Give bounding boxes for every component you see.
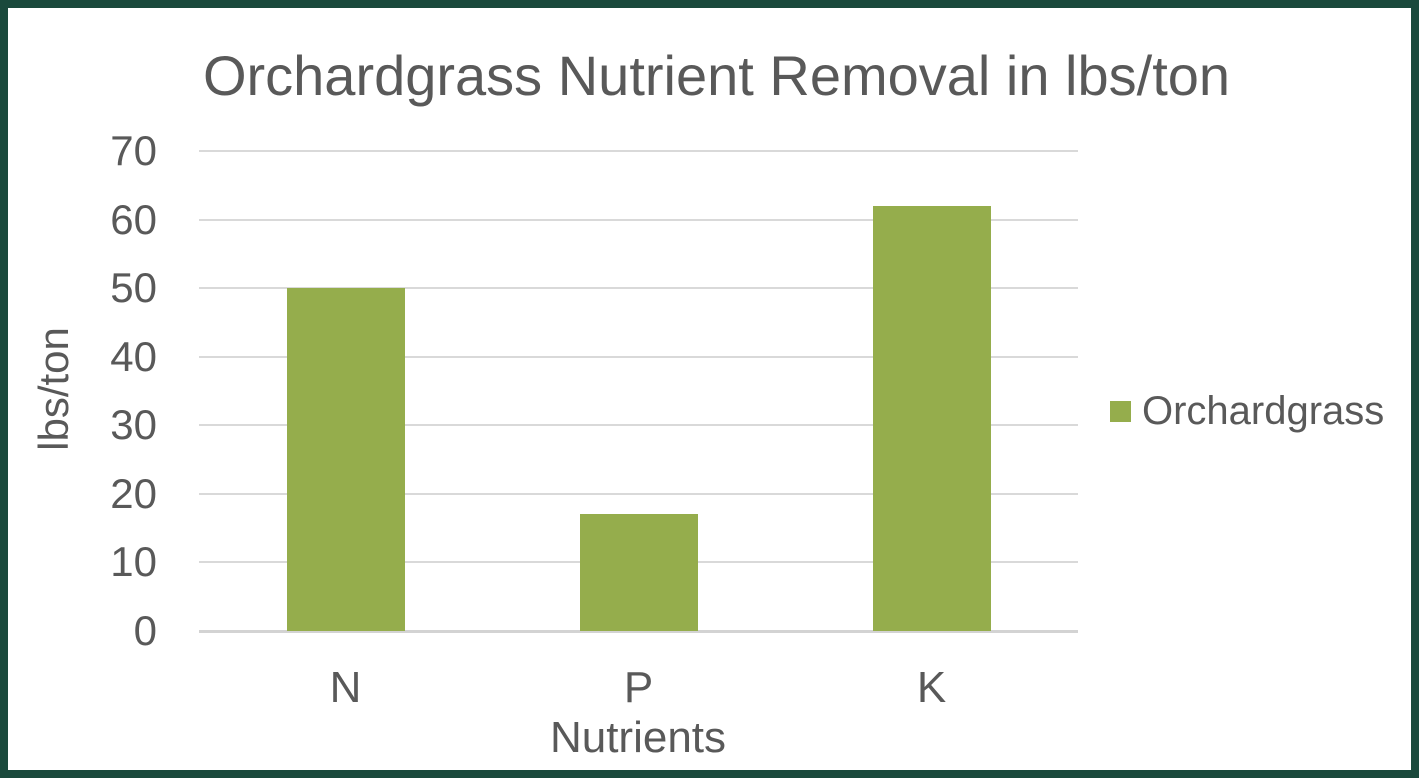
gridline-50 [199,287,1078,290]
chart-title: Orchardgrass Nutrient Removal in lbs/ton [202,44,1231,107]
legend: Orchardgrass [1110,389,1384,433]
x-tick-label-N: N [329,663,362,712]
x-axis-title: Nutrients [549,713,727,762]
gridline-60 [199,218,1078,221]
y-tick-label-0: 0 [133,607,157,654]
y-tick-label-50: 50 [110,264,157,312]
y-tick-label-10: 10 [110,538,157,586]
gridline-20 [199,492,1078,495]
gridline-40 [199,355,1078,358]
y-tick-label-40: 40 [110,332,157,380]
gridline-30 [199,424,1078,427]
bar-N [286,288,405,631]
y-tick-label-70: 70 [110,127,157,174]
y-axis-title: lbs/ton [30,327,77,451]
legend-series-label: Orchardgrass [1142,389,1385,433]
bar-K [872,205,991,631]
y-tick-label-60: 60 [110,195,157,243]
y-tick-label-20: 20 [110,469,157,517]
x-tick-label-K: K [916,663,947,712]
gridline-70 [199,150,1078,152]
y-tick-label-30: 30 [110,401,157,449]
bar-P [579,514,698,631]
x-tick-label-P: P [623,663,654,712]
gridline-0 [199,630,1078,633]
legend-swatch-icon [1110,400,1131,422]
